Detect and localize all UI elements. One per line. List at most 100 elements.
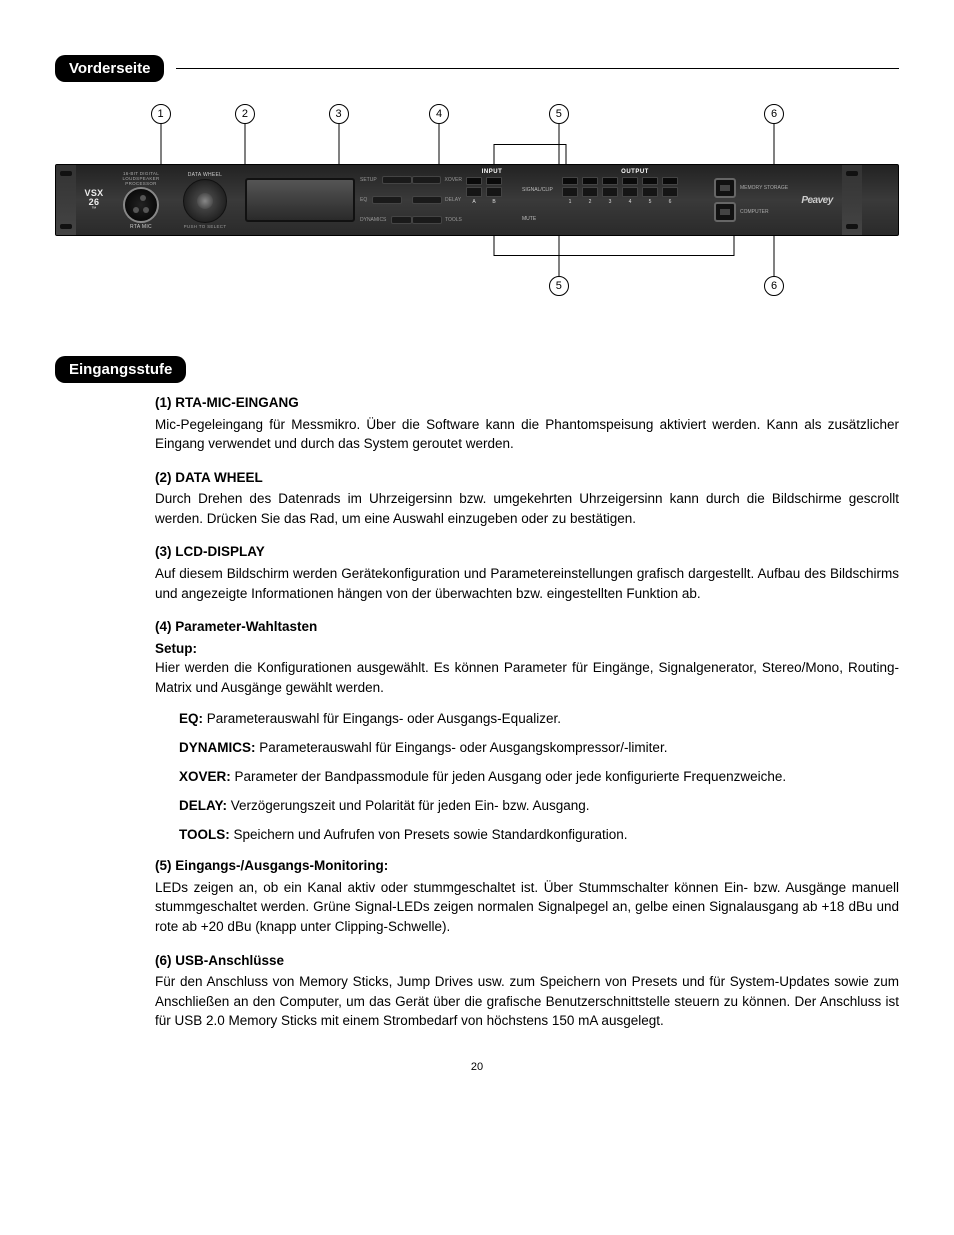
channel-label: 6 [669, 199, 672, 205]
data-wheel[interactable] [183, 179, 227, 223]
signal-label: SIGNAL/CLIP [522, 187, 558, 193]
wheel-label: DATA WHEEL [188, 172, 223, 178]
signal-led [642, 177, 658, 185]
item-4: (4) Parameter-WahltastenSetup:Hier werde… [155, 617, 899, 697]
channel-4: 4 [622, 177, 638, 205]
lcd-display [245, 178, 355, 222]
usb-label-bottom: COMPUTER [740, 210, 769, 215]
mute-button[interactable] [642, 187, 658, 197]
channel-label: 3 [609, 199, 612, 205]
callout-6: 6 [764, 104, 784, 124]
output-title: OUTPUT [562, 169, 708, 175]
mute-button[interactable] [466, 187, 482, 197]
callouts-bottom: 56 [55, 236, 899, 296]
eq-button[interactable] [372, 196, 402, 204]
item-title: (3) LCD-DISPLAY [155, 542, 899, 562]
item-2: (2) DATA WHEELDurch Drehen des Datenrads… [155, 468, 899, 529]
callout-lead [160, 124, 161, 164]
lcd-block [240, 165, 360, 235]
signal-led [662, 177, 678, 185]
item-6: (6) USB-AnschlüsseFür den Anschluss von … [155, 951, 899, 1031]
callout-3: 3 [329, 104, 349, 124]
channel-B: B [486, 177, 502, 205]
sublist-item: DELAY: Verzögerungszeit und Polarität fü… [179, 798, 899, 813]
usb-block: MEMORY STORAGE COMPUTER [710, 165, 792, 235]
channel-A: A [466, 177, 482, 205]
rack-ear-right [842, 165, 862, 235]
signal-led [466, 177, 482, 185]
xlr-block: 16-BIT DIGITAL LOUDSPEAKER PROCESSOR RTA… [112, 165, 170, 235]
btn-label-setup: SETUP [360, 177, 379, 183]
item-3: (3) LCD-DISPLAYAuf diesem Bildschirm wer… [155, 542, 899, 603]
item-body: Für den Anschluss von Memory Sticks, Jum… [155, 972, 899, 1031]
sublist-item: XOVER: Parameter der Bandpassmodule für … [179, 769, 899, 784]
xlr-sub-label: RTA MIC [130, 224, 152, 230]
item-title: (6) USB-Anschlüsse [155, 951, 899, 971]
mute-button[interactable] [486, 187, 502, 197]
channel-6: 6 [662, 177, 678, 205]
item-5: (5) Eingangs-/Ausgangs-Monitoring:LEDs z… [155, 856, 899, 936]
signal-led [602, 177, 618, 185]
mute-button[interactable] [562, 187, 578, 197]
dynamics-button[interactable] [391, 216, 412, 224]
signal-led [582, 177, 598, 185]
callout-span [494, 144, 566, 145]
btn-label-xover: XOVER [444, 177, 464, 183]
mute-label: MUTE [522, 216, 558, 222]
channel-label: 5 [649, 199, 652, 205]
section-rule [176, 68, 899, 69]
usb-label-top: MEMORY STORAGE [740, 186, 788, 191]
channel-1: 1 [562, 177, 578, 205]
callout-6: 6 [764, 276, 784, 296]
btn-label-delay: DELAY [445, 197, 463, 203]
item-1: (1) RTA-MIC-EINGANGMic-Pegeleingang für … [155, 393, 899, 454]
param-buttons-left: SETUP EQ DYNAMICS [360, 165, 412, 235]
mute-button[interactable] [622, 187, 638, 197]
section-tab-input: Eingangsstufe [55, 356, 186, 383]
rack-ear-left [56, 165, 76, 235]
mute-button[interactable] [662, 187, 678, 197]
usb-port-top[interactable] [714, 178, 736, 198]
sublist: EQ: Parameterauswahl für Eingangs- oder … [179, 711, 899, 842]
btn-label-eq: EQ [360, 197, 369, 203]
item-body: Durch Drehen des Datenrads im Uhrzeigers… [155, 489, 899, 528]
brand-logo: Peavey [792, 165, 842, 235]
delay-button[interactable] [412, 196, 442, 204]
callout-2: 2 [235, 104, 255, 124]
xover-button[interactable] [412, 176, 441, 184]
channel-2: 2 [582, 177, 598, 205]
output-block: OUTPUT 1 2 3 4 5 6 [560, 165, 710, 235]
xlr-connector [123, 187, 159, 223]
input-block: INPUT AB [464, 165, 520, 235]
item-body: Mic-Pegeleingang für Messmikro. Über die… [155, 415, 899, 454]
sublist-item: EQ: Parameterauswahl für Eingangs- oder … [179, 711, 899, 726]
channel-label: 1 [569, 199, 572, 205]
callout-lead [338, 124, 339, 164]
device-front-panel: VSX26™ 16-BIT DIGITAL LOUDSPEAKER PROCES… [55, 164, 899, 236]
model-badge: VSX26™ [76, 165, 112, 235]
sublist-item: DYNAMICS: Parameterauswahl für Eingangs-… [179, 740, 899, 755]
channel-5: 5 [642, 177, 658, 205]
tools-button[interactable] [412, 216, 442, 224]
usb-port-bottom[interactable] [714, 202, 736, 222]
mute-button[interactable] [582, 187, 598, 197]
item-body: LEDs zeigen an, ob ein Kanal aktiv oder … [155, 878, 899, 937]
row-labels: SIGNAL/CLIP MUTE [520, 165, 560, 235]
signal-led [622, 177, 638, 185]
channel-label: 4 [629, 199, 632, 205]
callout-5: 5 [549, 276, 569, 296]
callout-1: 1 [151, 104, 171, 124]
section-tab-front: Vorderseite [55, 55, 164, 82]
setup-button[interactable] [382, 176, 412, 184]
mute-button[interactable] [602, 187, 618, 197]
callout-lead [774, 236, 775, 276]
section-header-input: Eingangsstufe [55, 356, 899, 383]
sublist-item: TOOLS: Speichern und Aufrufen von Preset… [179, 827, 899, 842]
signal-led [486, 177, 502, 185]
channel-label: 2 [589, 199, 592, 205]
callout-lead [774, 124, 775, 164]
callout-span [494, 255, 735, 256]
item-title: (5) Eingangs-/Ausgangs-Monitoring: [155, 856, 899, 876]
channel-3: 3 [602, 177, 618, 205]
callouts-top: 123456 [55, 104, 899, 164]
